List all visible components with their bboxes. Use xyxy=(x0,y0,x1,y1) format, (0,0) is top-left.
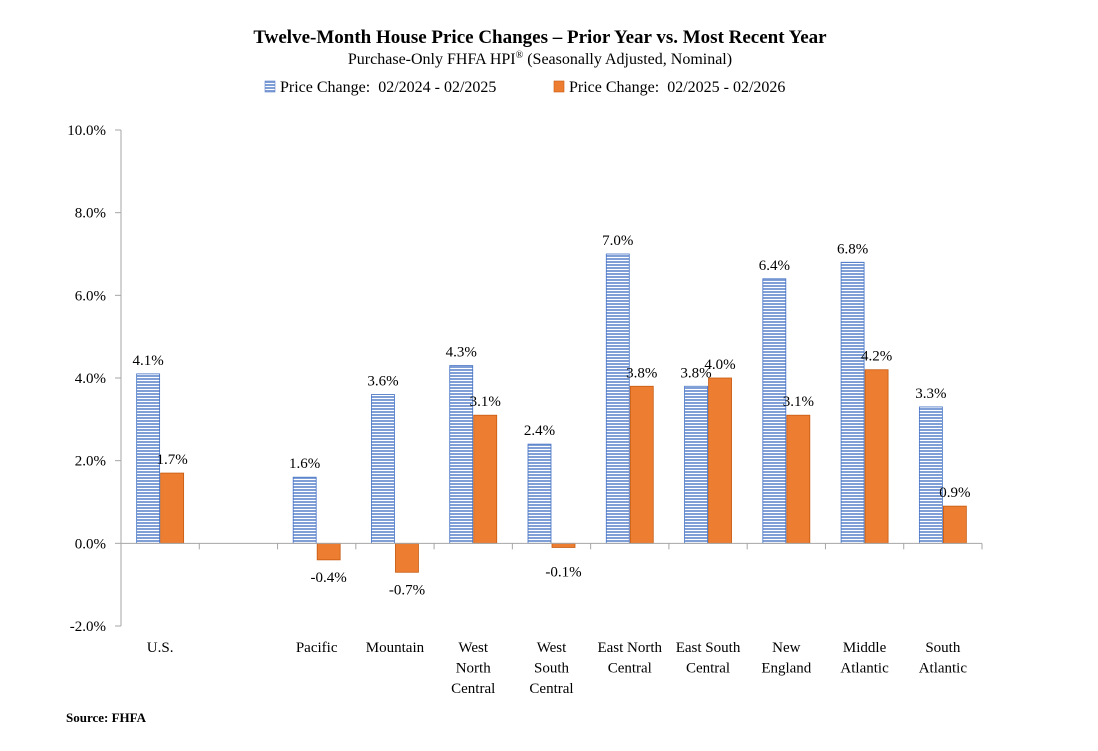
bar-series-2 xyxy=(708,377,732,544)
data-label-series-1: 4.3% xyxy=(446,345,477,361)
data-label-series-1: 6.4% xyxy=(759,258,790,274)
legend-label-series-2: Price Change: 02/2025 - 02/2026 xyxy=(569,79,785,96)
data-label-series-2: -0.4% xyxy=(311,570,347,586)
data-label-series-2: 3.1% xyxy=(783,394,814,410)
category-label: East South Central xyxy=(676,640,741,677)
subtitle-sup: ® xyxy=(516,50,524,61)
bar-series-2 xyxy=(942,505,967,544)
data-label-series-2: 3.8% xyxy=(626,365,657,381)
category-label: East North Central xyxy=(597,640,662,677)
data-label-series-2: -0.7% xyxy=(389,582,425,598)
data-label-series-1: 3.3% xyxy=(915,386,946,402)
category-label: U.S. xyxy=(147,640,174,656)
bar-series-1 xyxy=(762,278,787,544)
category-label: Mountain xyxy=(366,640,425,656)
subtitle-suffix: (Seasonally Adjusted, Nominal) xyxy=(523,51,732,68)
bar-series-1 xyxy=(292,476,317,544)
source-note: Source: FHFA xyxy=(66,710,147,725)
category-label: South Atlantic xyxy=(919,640,968,677)
legend-swatch-series-1 xyxy=(264,80,276,93)
y-tick-label: 8.0% xyxy=(75,206,106,222)
y-axis: -2.0% 0.0% 2.0% 4.0% 6.0% 8.0% 10.0% xyxy=(67,123,122,635)
category-label: Pacific xyxy=(296,640,338,656)
y-tick-label: 2.0% xyxy=(75,454,106,470)
data-label-series-2: -0.1% xyxy=(545,564,581,580)
legend-label-series-1: Price Change: 02/2024 - 02/2025 xyxy=(280,79,496,96)
data-label-series-1: 3.8% xyxy=(680,365,711,381)
y-tick-label: 10.0% xyxy=(67,123,106,139)
x-axis xyxy=(120,542,983,550)
bar-series-1 xyxy=(918,406,943,544)
category-labels: U.S. Pacific Mountain West North Central West S… xyxy=(147,640,968,697)
data-label-series-2: 1.7% xyxy=(157,452,188,468)
bar-series-2 xyxy=(395,542,419,573)
bar-series-1 xyxy=(605,253,630,544)
y-tick-label: 4.0% xyxy=(75,371,106,387)
bar-series-2 xyxy=(316,542,341,561)
data-label-series-1: 2.4% xyxy=(524,423,555,439)
data-label-series-1: 4.1% xyxy=(133,353,164,369)
legend-swatch-series-2 xyxy=(553,80,565,93)
bar-series-1 xyxy=(527,443,552,544)
bar-series-2 xyxy=(160,472,185,544)
legend: Price Change: 02/2024 - 02/2025 Price Ch… xyxy=(264,79,785,96)
category-label: West South Central xyxy=(529,640,573,697)
bar-series-1 xyxy=(840,261,865,544)
bars xyxy=(136,253,967,573)
subtitle-main: Purchase-Only FHFA HPI xyxy=(348,51,516,68)
y-tick-label: -2.0% xyxy=(70,619,106,635)
data-label-series-1: 1.6% xyxy=(289,456,320,472)
bar-series-1 xyxy=(684,385,708,544)
bar-series-1 xyxy=(449,365,474,544)
data-labels: 4.1% 1.6% 3.6% 4.3% 2.4% 7.0% 3.8% 6.4% 6.8% 3.3%… xyxy=(133,233,971,598)
bar-series-2 xyxy=(786,414,811,544)
bar-series-2 xyxy=(864,369,889,544)
data-label-series-2: 3.1% xyxy=(470,394,501,410)
data-label-series-1: 6.8% xyxy=(837,241,868,257)
chart-title: Twelve-Month House Price Changes – Prior… xyxy=(253,27,827,48)
bar-series-2 xyxy=(551,542,576,548)
data-label-series-2: 4.2% xyxy=(861,349,892,365)
chart-subtitle: Purchase-Only FHFA HPI® (Seasonally Adju… xyxy=(348,50,732,68)
data-label-series-1: 7.0% xyxy=(602,233,633,249)
y-tick-label: 0.0% xyxy=(75,536,106,552)
category-label: West North Central xyxy=(451,640,495,697)
data-label-series-1: 3.6% xyxy=(367,374,398,390)
category-label: Middle Atlantic xyxy=(840,640,889,677)
bar-series-2 xyxy=(629,385,654,544)
data-label-series-2: 0.9% xyxy=(939,485,970,501)
data-label-series-2: 4.0% xyxy=(704,357,735,373)
category-label: New England xyxy=(761,640,811,677)
bar-series-1 xyxy=(371,394,395,544)
bar-series-2 xyxy=(473,414,498,544)
y-tick-label: 6.0% xyxy=(75,288,106,304)
